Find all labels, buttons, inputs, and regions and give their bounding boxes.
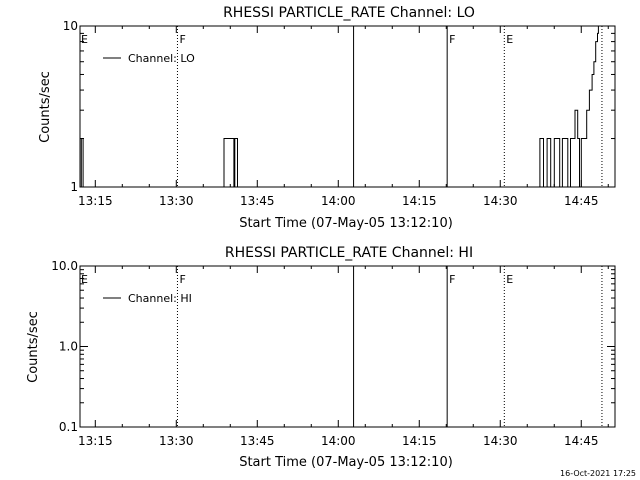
chart-title: RHESSI PARTICLE_RATE Channel: HI bbox=[225, 245, 473, 261]
x-tick-label: 14:15 bbox=[402, 434, 437, 448]
y-tick-label: 1.0 bbox=[59, 340, 78, 354]
x-tick-label: 14:15 bbox=[402, 194, 437, 208]
x-tick-label: 14:45 bbox=[564, 194, 599, 208]
legend: Channel: HI bbox=[103, 292, 192, 305]
timestamp-footer: 16-Oct-2021 17:25 bbox=[560, 469, 636, 478]
x-tick-label: 13:15 bbox=[78, 194, 113, 208]
y-tick-label: 0.1 bbox=[59, 420, 78, 434]
x-tick-label: 13:45 bbox=[240, 194, 275, 208]
event-marker-label: F bbox=[449, 273, 455, 286]
x-tick-label: 13:45 bbox=[240, 434, 275, 448]
y-tick-label: 1 bbox=[70, 180, 78, 194]
event-marker-label: E bbox=[506, 33, 513, 46]
x-tick-label: 14:45 bbox=[564, 434, 599, 448]
edge-marker-label: E bbox=[81, 33, 88, 46]
x-axis-title: Start Time (07-May-05 13:12:10) bbox=[239, 455, 453, 470]
series-line-channel-lo bbox=[80, 26, 599, 188]
x-tick-label: 13:15 bbox=[78, 434, 113, 448]
y-axis-title: Counts/sec bbox=[38, 71, 53, 143]
event-marker-label: E bbox=[506, 273, 513, 286]
event-marker-label: F bbox=[449, 33, 455, 46]
panel-lo: RHESSI PARTICLE_RATE Channel: LO Counts/… bbox=[38, 5, 616, 231]
panel-hi: RHESSI PARTICLE_RATE Channel: HI Counts/… bbox=[26, 245, 616, 470]
y-tick-label: 10.0 bbox=[51, 259, 78, 273]
x-axis-title: Start Time (07-May-05 13:12:10) bbox=[239, 216, 453, 231]
legend: Channel: LO bbox=[103, 52, 195, 65]
x-tick-label: 14:00 bbox=[321, 194, 356, 208]
x-tick-label: 14:30 bbox=[483, 434, 518, 448]
chart-title: RHESSI PARTICLE_RATE Channel: LO bbox=[223, 5, 475, 21]
y-axis-title: Counts/sec bbox=[26, 311, 41, 383]
event-marker-label: F bbox=[179, 273, 185, 286]
y-tick-label: 10 bbox=[63, 19, 78, 33]
x-tick-label: 13:30 bbox=[159, 434, 194, 448]
x-tick-label: 14:30 bbox=[483, 194, 518, 208]
edge-marker-label: E bbox=[81, 273, 88, 286]
event-marker-label: F bbox=[179, 33, 185, 46]
x-tick-label: 14:00 bbox=[321, 434, 356, 448]
legend-label: Channel: LO bbox=[128, 52, 195, 65]
legend-label: Channel: HI bbox=[128, 292, 192, 305]
x-tick-label: 13:30 bbox=[159, 194, 194, 208]
